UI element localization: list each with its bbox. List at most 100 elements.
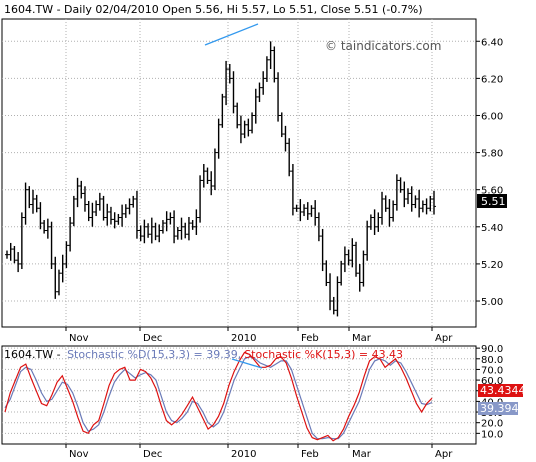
ohlc-bar xyxy=(12,246,17,264)
ohlc-bar xyxy=(123,204,128,218)
ohlc-bar xyxy=(224,60,229,106)
ohlc-bar xyxy=(134,190,139,239)
price-y-tick: 5.00 xyxy=(481,297,503,308)
ohlc-bar xyxy=(398,177,403,193)
stochastic-title: 1604.TW - Stochastic %D(15,3,3) = 39.39,… xyxy=(4,348,403,361)
ohlc-bar xyxy=(216,118,221,159)
ohlc-bar xyxy=(420,200,425,213)
ohlc-bar xyxy=(350,238,355,268)
ohlc-bar xyxy=(268,41,273,70)
ohlc-bar xyxy=(157,224,162,243)
ohlc-bar xyxy=(264,56,269,82)
price-x-tick: Feb xyxy=(301,333,319,344)
ohlc-bar xyxy=(42,220,47,234)
ohlc-bar xyxy=(120,204,125,227)
ohlc-bar xyxy=(8,242,13,261)
ohlc-bar xyxy=(190,220,195,230)
price-y-axis: 6.40 6.20 6.00 5.80 5.60 5.40 5.20 5.00 xyxy=(476,37,503,308)
ohlc-bar xyxy=(238,115,243,144)
ohlc-bar xyxy=(346,249,351,266)
ohlc-bar xyxy=(146,223,151,238)
ohlc-bar xyxy=(253,88,258,124)
ohlc-bar xyxy=(105,203,110,226)
ohlc-bar xyxy=(79,180,84,199)
ohlc-bar xyxy=(5,250,9,259)
stoch-x-tick: Feb xyxy=(301,449,319,460)
ohlc-bar xyxy=(231,71,236,114)
ohlc-bar xyxy=(331,296,336,315)
ohlc-bar xyxy=(361,250,366,287)
ohlc-bar xyxy=(64,241,69,268)
ohlc-bar xyxy=(313,200,318,226)
ohlc-bar xyxy=(71,195,76,227)
ohlc-bar xyxy=(305,202,310,220)
ohlc-bar xyxy=(432,190,436,215)
ohlc-bar xyxy=(34,194,39,213)
ohlc-bar xyxy=(227,63,232,84)
ohlc-bar xyxy=(272,46,277,83)
stoch-y-tick: 80.0 xyxy=(481,355,503,366)
ohlc-bar xyxy=(320,228,325,272)
last-price-label: 5.51 xyxy=(481,195,506,208)
stoch-x-tick: Nov xyxy=(69,449,89,460)
ohlc-bar xyxy=(27,186,32,209)
ohlc-bar xyxy=(257,82,262,103)
stoch-y-tick: 90.0 xyxy=(481,344,503,355)
ohlc-bar xyxy=(417,189,422,218)
ohlc-bar xyxy=(16,252,21,273)
stochastic-grid xyxy=(2,346,476,444)
ohlc-bar xyxy=(372,209,377,235)
ohlc-bar xyxy=(49,221,54,270)
ohlc-bar xyxy=(294,204,299,212)
price-y-tick: 5.60 xyxy=(481,186,503,197)
ohlc-bar xyxy=(186,216,191,241)
ohlc-bar xyxy=(138,225,143,242)
ohlc-bar xyxy=(97,192,102,211)
stoch-x-tick: Mar xyxy=(352,449,372,460)
ohlc-bar xyxy=(324,260,329,287)
ohlc-bar xyxy=(298,199,303,222)
ohlc-bar xyxy=(424,198,429,215)
ohlc-bar xyxy=(316,212,321,242)
ohlc-bar xyxy=(179,217,184,240)
resistance-trendline xyxy=(204,23,259,46)
ohlc-bar xyxy=(235,102,240,129)
ohlc-bar xyxy=(413,195,418,209)
ohlc-bar xyxy=(339,260,344,286)
ohlc-bar xyxy=(354,241,359,277)
stoch-x-tick: Dec xyxy=(143,449,162,460)
ohlc-bar xyxy=(116,213,121,225)
stoch-k-badge xyxy=(478,384,523,397)
price-y-tick: 5.20 xyxy=(481,260,503,271)
ohlc-bar xyxy=(183,222,188,239)
ohlc-bar xyxy=(302,204,307,217)
ohlc-bar xyxy=(242,120,247,139)
price-x-tick: Apr xyxy=(435,333,453,344)
ohlc-bar xyxy=(198,175,203,223)
ohlc-bar xyxy=(250,112,255,134)
last-price-badge xyxy=(477,194,507,208)
ohlc-bar xyxy=(194,209,199,235)
price-x-tick: Dec xyxy=(143,333,162,344)
ohlc-bar xyxy=(283,125,288,152)
stochastic-trendline xyxy=(231,358,263,369)
ohlc-bar xyxy=(402,181,407,208)
ohlc-bar xyxy=(428,195,433,212)
stoch-y-tick: 60.0 xyxy=(481,376,503,387)
stoch-d-badge xyxy=(478,402,518,415)
stoch-y-tick: 10.0 xyxy=(481,429,503,440)
ohlc-bar xyxy=(276,72,281,122)
stochastic-k-line xyxy=(4,351,433,442)
price-y-tick: 5.40 xyxy=(481,223,503,234)
price-y-tick: 6.40 xyxy=(481,37,503,48)
ohlc-bar xyxy=(19,212,24,270)
ohlc-bar xyxy=(112,212,117,229)
stoch-d-badge-label: 39.394 xyxy=(480,402,519,415)
stoch-d-legend: Stochastic %D(15,3,3) = 39.39, xyxy=(67,348,241,361)
ohlc-bar xyxy=(376,212,381,232)
price-x-axis: Nov Dec 2010 Feb Mar Apr xyxy=(65,327,453,344)
price-y-tick: 6.00 xyxy=(481,111,503,122)
price-bars xyxy=(5,41,436,317)
price-chart-title: 1604.TW - Daily 02/04/2010 Open 5.56, Hi… xyxy=(4,3,423,16)
